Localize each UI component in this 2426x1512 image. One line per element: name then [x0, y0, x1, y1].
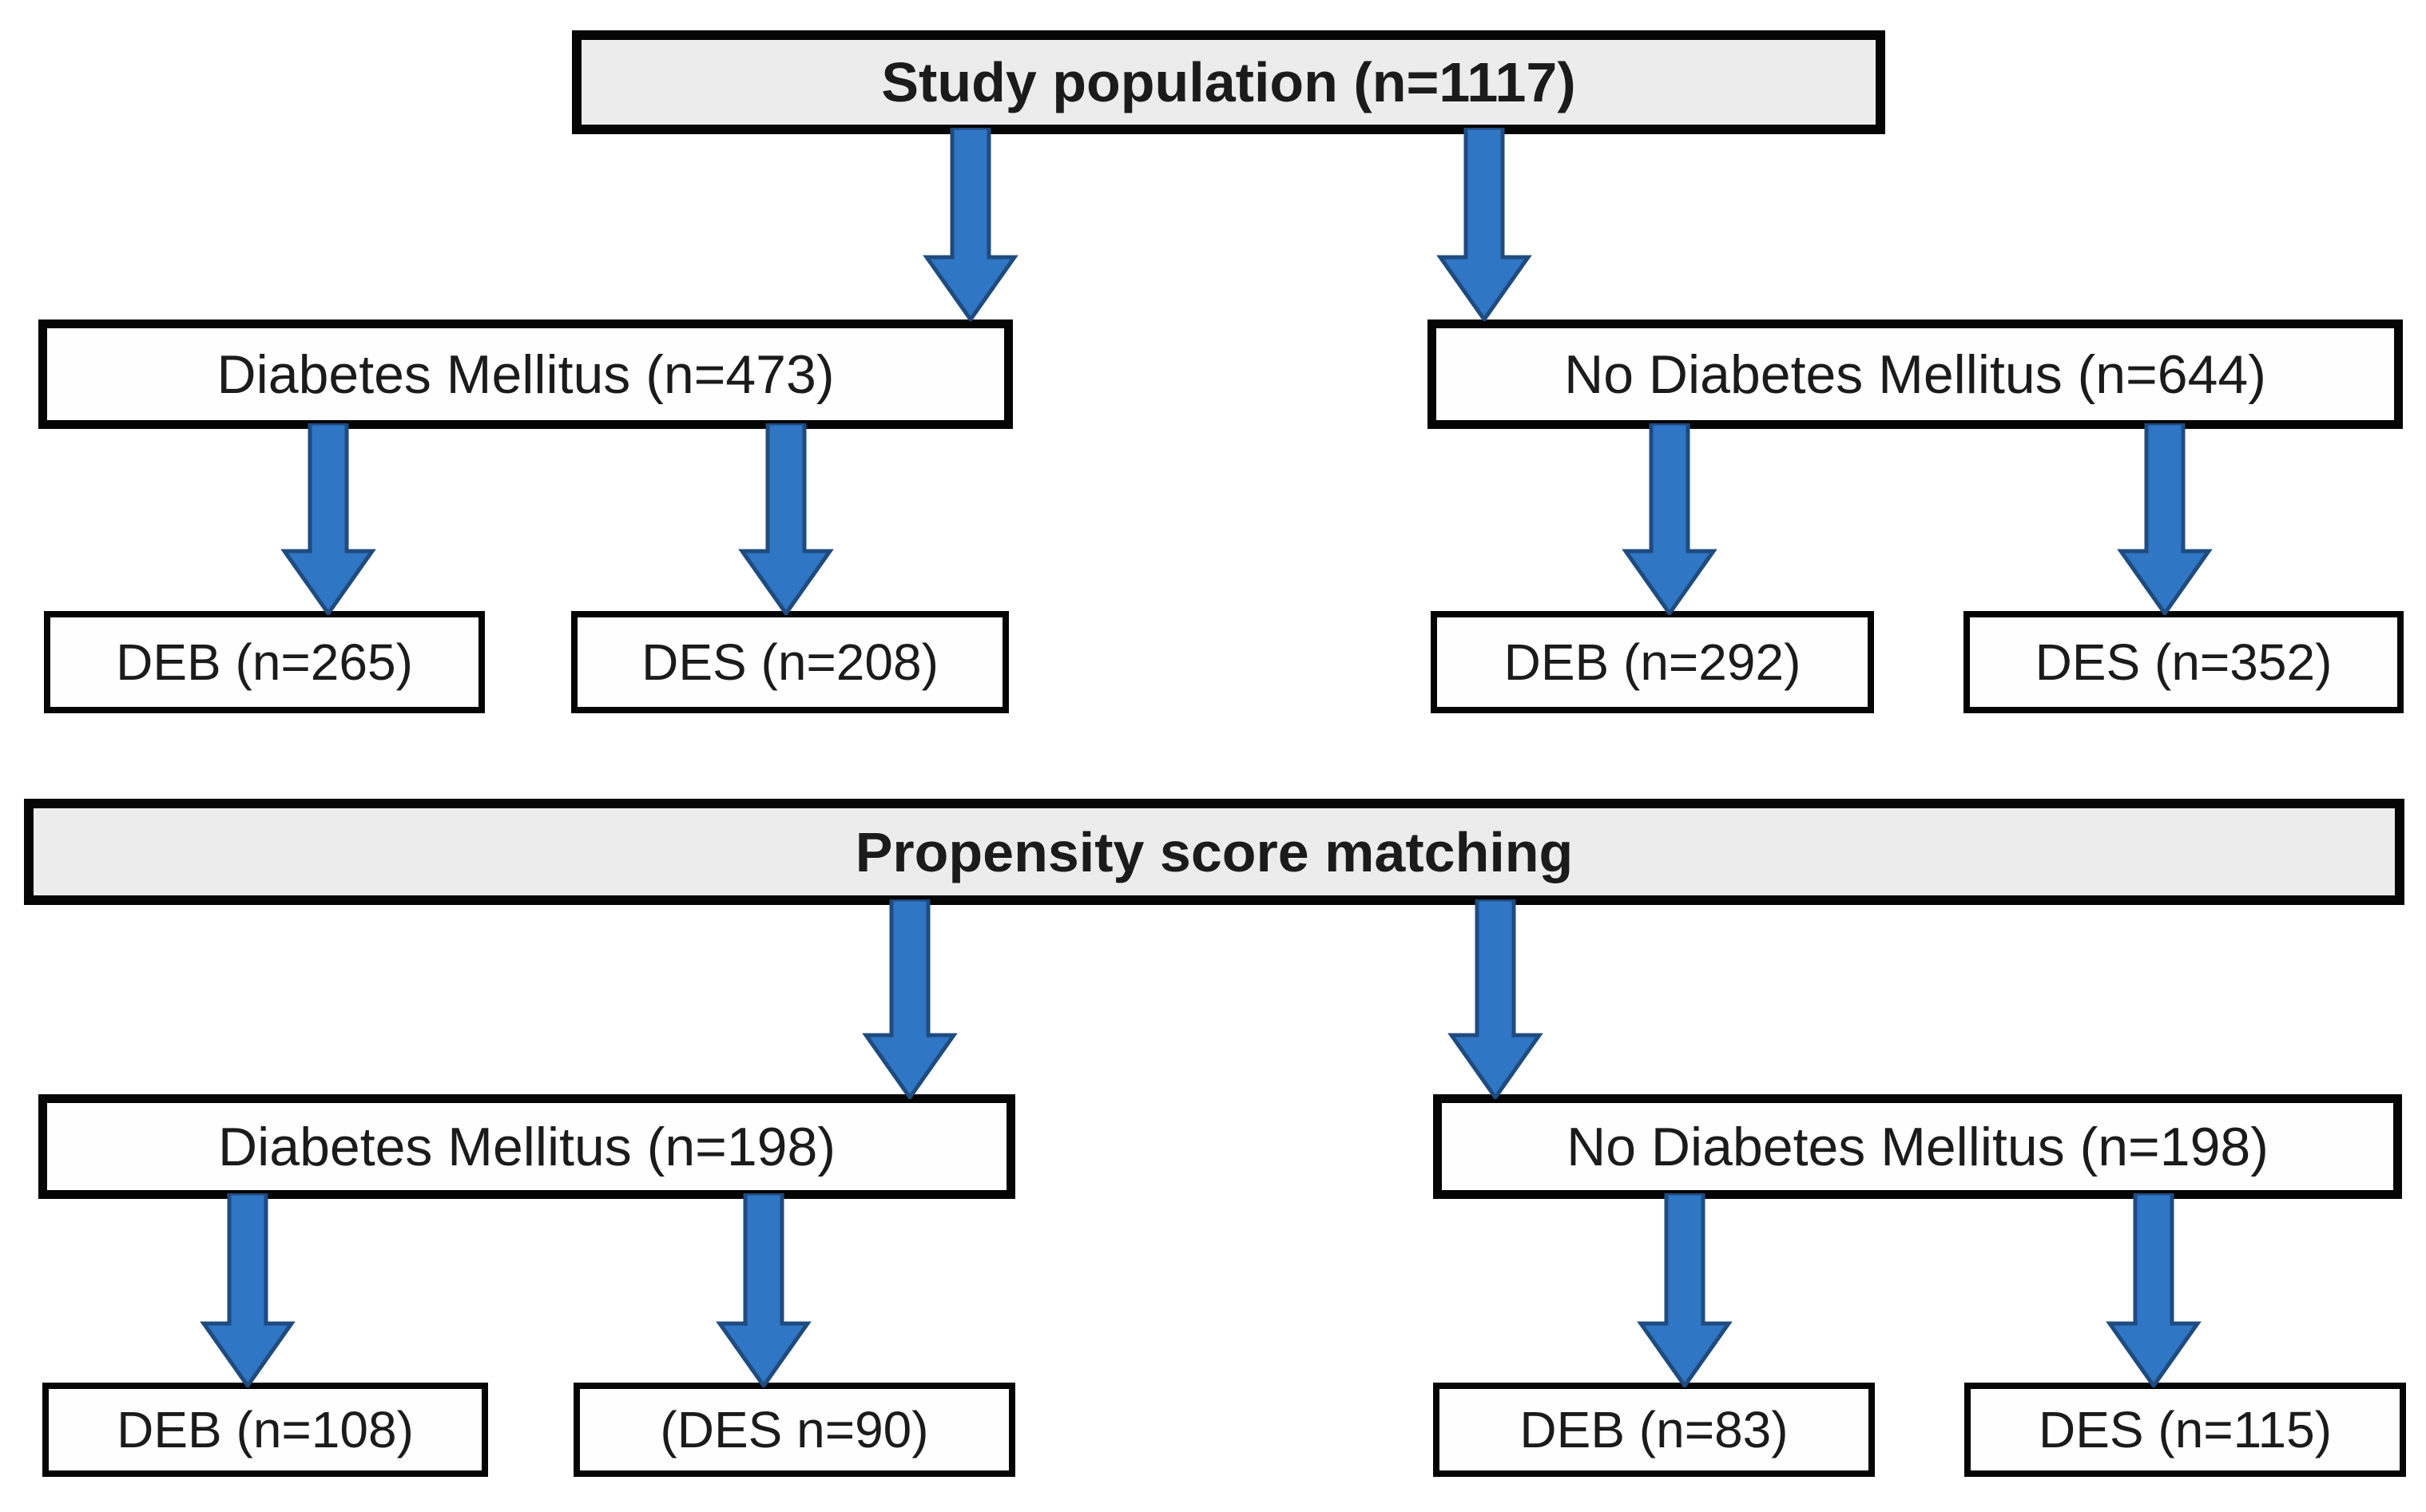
arrow-no-dm-to-des	[2117, 423, 2213, 615]
node-dm-matched: Diabetes Mellitus (n=198)	[38, 1094, 1015, 1199]
node-diabetes-mellitus: Diabetes Mellitus (n=473)	[38, 319, 1013, 429]
node-no-dm-matched-des-label: DES (n=115)	[2039, 1401, 2332, 1458]
arrow-no-dm-matched-to-des	[2106, 1193, 2202, 1387]
arrow-psm-to-no-dm-matched	[1447, 899, 1543, 1099]
node-no-dm-matched-des: DES (n=115)	[1964, 1383, 2406, 1477]
node-dm-matched-label: Diabetes Mellitus (n=198)	[218, 1116, 836, 1177]
node-propensity-score-matching: Propensity score matching	[24, 799, 2404, 905]
node-dm-deb: DEB (n=265)	[44, 611, 485, 713]
arrow-no-dm-matched-to-deb	[1637, 1193, 1733, 1387]
node-dm-matched-des-label: (DES n=90)	[660, 1401, 929, 1458]
node-diabetes-mellitus-label: Diabetes Mellitus (n=473)	[216, 343, 835, 405]
arrow-dm-matched-to-deb	[200, 1193, 296, 1387]
node-no-dm-des: DES (n=352)	[1963, 611, 2404, 713]
arrow-psm-to-dm-matched	[862, 899, 958, 1099]
node-no-dm-deb-label: DEB (n=292)	[1503, 633, 1801, 691]
node-dm-des-label: DES (n=208)	[641, 633, 939, 691]
node-no-dm-matched: No Diabetes Mellitus (n=198)	[1433, 1094, 2402, 1199]
node-dm-deb-label: DEB (n=265)	[116, 633, 413, 691]
node-dm-matched-deb-label: DEB (n=108)	[117, 1401, 414, 1458]
arrow-no-dm-to-deb	[1622, 423, 1717, 615]
node-no-dm-matched-deb-label: DEB (n=83)	[1519, 1401, 1789, 1458]
node-propensity-score-matching-label: Propensity score matching	[855, 820, 1574, 883]
arrow-dm-to-deb	[280, 423, 376, 615]
arrow-study-to-no-dm	[1436, 128, 1532, 321]
arrow-study-to-dm	[923, 128, 1018, 321]
arrow-dm-to-des	[738, 423, 834, 615]
node-dm-des: DES (n=208)	[571, 611, 1009, 713]
arrow-dm-matched-to-des	[716, 1193, 812, 1387]
node-dm-matched-deb: DEB (n=108)	[42, 1383, 488, 1477]
node-no-dm-deb: DEB (n=292)	[1431, 611, 1874, 713]
node-study-population-label: Study population (n=1117)	[881, 51, 1576, 113]
node-no-dm-matched-deb: DEB (n=83)	[1433, 1383, 1875, 1477]
node-no-dm-matched-label: No Diabetes Mellitus (n=198)	[1566, 1116, 2269, 1177]
node-study-population: Study population (n=1117)	[572, 30, 1885, 134]
node-no-diabetes-mellitus-label: No Diabetes Mellitus (n=644)	[1564, 343, 2266, 405]
node-no-diabetes-mellitus: No Diabetes Mellitus (n=644)	[1427, 319, 2403, 429]
node-dm-matched-des: (DES n=90)	[574, 1383, 1015, 1477]
node-no-dm-des-label: DES (n=352)	[2035, 633, 2333, 691]
